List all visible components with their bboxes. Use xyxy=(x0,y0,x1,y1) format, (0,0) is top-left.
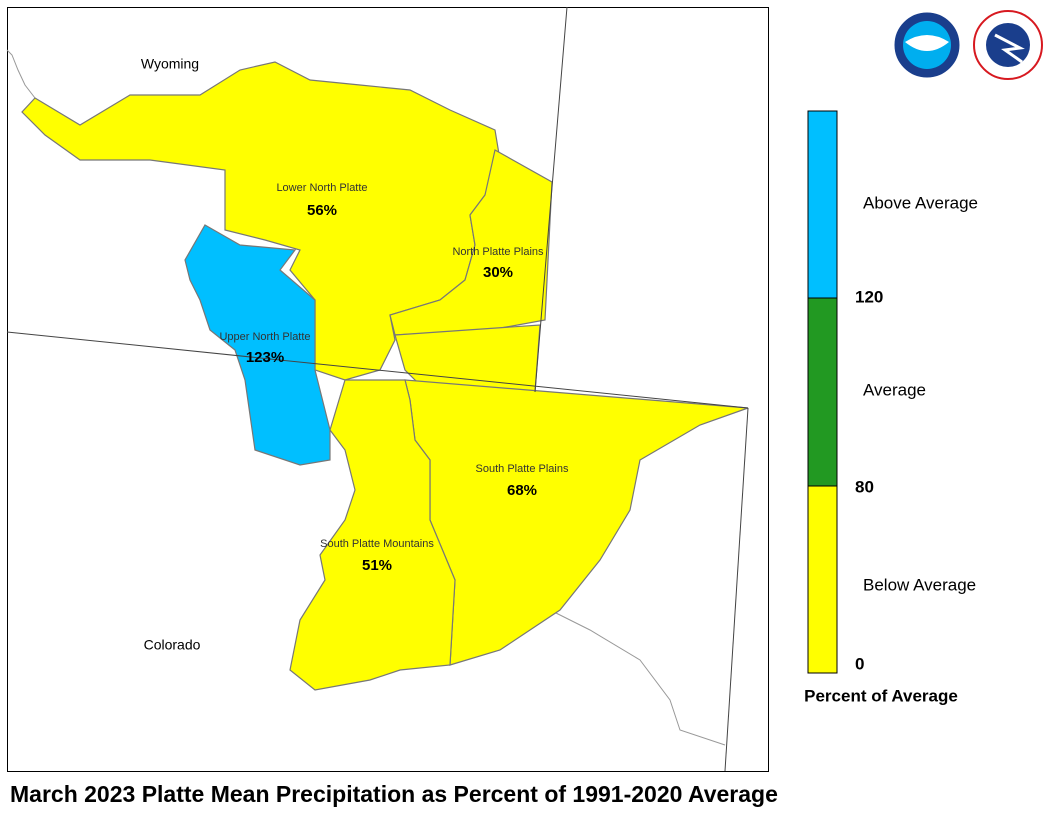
legend-label: Average xyxy=(863,380,926,399)
region-name: South Platte Plains xyxy=(476,463,569,475)
legend-tick: 0 xyxy=(855,654,864,673)
legend: Above Average Average Below Average 120 … xyxy=(804,110,978,705)
legend-swatch xyxy=(807,485,838,674)
region-name: Upper North Platte xyxy=(219,331,310,343)
region-value: 123% xyxy=(246,349,284,366)
logos xyxy=(891,9,1043,81)
region-value: 68% xyxy=(507,482,537,499)
region-value: 30% xyxy=(483,264,513,281)
map-title: March 2023 Platte Mean Precipitation as … xyxy=(10,781,778,807)
state-label: Colorado xyxy=(144,637,201,653)
region-name: South Platte Mountains xyxy=(320,538,434,550)
region-value: 56% xyxy=(307,202,337,219)
region-south-platte-mountains xyxy=(289,379,456,691)
borders-other xyxy=(6,49,726,746)
legend-tick: 120 xyxy=(855,287,883,306)
region-outlines xyxy=(21,61,749,691)
legend-label: Above Average xyxy=(863,193,978,212)
legend-label: Below Average xyxy=(863,575,976,594)
region-value: 51% xyxy=(362,557,392,574)
legend-title: Percent of Average xyxy=(804,686,958,705)
region-upper-north-platte xyxy=(184,224,331,466)
region-north-platte-plains xyxy=(389,149,553,336)
region-name: Lower North Platte xyxy=(276,182,367,194)
legend-tick: 80 xyxy=(855,477,874,496)
state-borders xyxy=(6,6,749,772)
legend-swatch xyxy=(807,110,838,299)
state-label: Wyoming xyxy=(141,56,199,72)
region-name: North Platte Plains xyxy=(452,246,544,258)
legend-swatch xyxy=(807,297,838,487)
